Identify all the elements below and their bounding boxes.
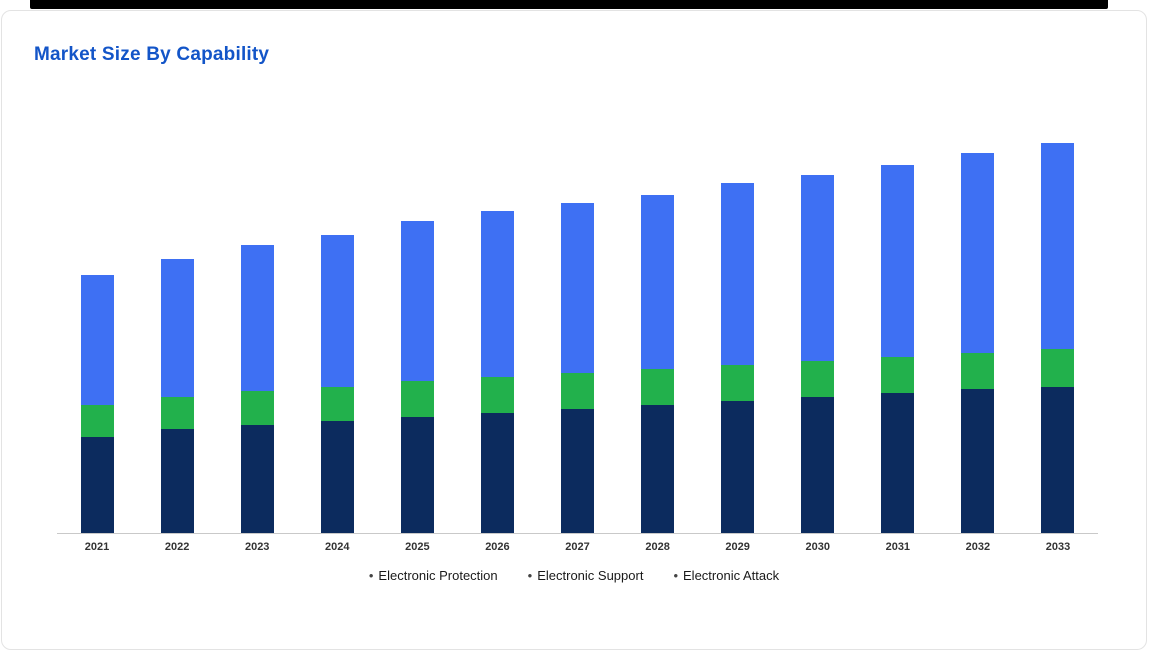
bar-segment-electronic-support[interactable] [400,381,434,417]
bar-column [297,134,377,533]
x-axis-label-2030: 2030 [805,541,830,553]
x-axis-label-2025: 2025 [405,541,430,553]
bar-column [217,134,297,533]
bar-segment-electronic-protection[interactable] [801,397,835,533]
bar-segment-electronic-attack[interactable] [320,235,354,387]
top-bar [30,0,1108,9]
stacked-bar-2030[interactable] [801,175,835,533]
bar-segment-electronic-protection[interactable] [1041,387,1075,533]
bar-column [457,134,537,533]
bar-segment-electronic-protection[interactable] [320,421,354,533]
stacked-bar-2021[interactable] [80,275,114,533]
bar-column [778,134,858,533]
bar-column [858,134,938,533]
bar-column [938,134,1018,533]
x-axis-label-2026: 2026 [485,541,510,553]
bar-segment-electronic-support[interactable] [561,373,594,409]
bar-segment-electronic-protection[interactable] [80,437,114,533]
bar-segment-electronic-attack[interactable] [160,259,194,397]
bar-segment-electronic-support[interactable] [721,365,755,401]
stacked-bar-2028[interactable] [641,195,675,533]
x-axis-label-2028: 2028 [645,541,670,553]
bar-segment-electronic-protection[interactable] [561,409,594,533]
chart: 2021 2022 2023 2024 2025 2026 2027 2028 2029 2030… [57,134,1098,553]
stacked-bar-2026[interactable] [480,211,514,533]
bar-segment-electronic-support[interactable] [80,405,114,437]
bar-segment-electronic-attack[interactable] [881,165,915,357]
stacked-bar-2022[interactable] [160,259,194,533]
bar-segment-electronic-protection[interactable] [641,405,675,533]
bar-segment-electronic-support[interactable] [641,369,675,405]
bar-segment-electronic-attack[interactable] [1041,143,1075,349]
bar-column [537,134,617,533]
bar-segment-electronic-protection[interactable] [881,393,915,533]
bar-segment-electronic-support[interactable] [1041,349,1075,387]
legend-bullet-icon: • [673,568,679,583]
x-axis-label-2032: 2032 [965,541,991,553]
stacked-bar-2024[interactable] [320,235,354,533]
bar-segment-electronic-support[interactable] [320,387,354,421]
bar-segment-electronic-attack[interactable] [641,195,675,369]
plot-area [57,134,1098,534]
x-axis-label-2029: 2029 [725,541,750,553]
legend-label: Electronic Protection [378,568,498,583]
stacked-bar-2027[interactable] [561,203,594,533]
bar-segment-electronic-support[interactable] [881,357,915,393]
stacked-bar-2025[interactable] [400,221,434,533]
bar-segment-electronic-attack[interactable] [480,211,514,377]
bar-column [618,134,698,533]
x-axis-label-2023: 2023 [244,541,270,553]
bar-segment-electronic-support[interactable] [240,391,274,425]
x-axis-labels: 2021 2022 2023 2024 2025 2026 2027 2028 2029 2030… [57,534,1098,553]
bar-segment-electronic-protection[interactable] [721,401,755,533]
legend-bullet-icon: • [527,568,533,583]
stacked-bar-2033[interactable] [1041,143,1075,533]
bar-segment-electronic-protection[interactable] [240,425,274,533]
bar-segment-electronic-attack[interactable] [721,183,755,365]
bar-segment-electronic-attack[interactable] [561,203,594,373]
x-axis-label-2022: 2022 [164,541,190,553]
legend-bullet-icon: • [368,568,374,583]
bar-segment-electronic-support[interactable] [801,361,835,397]
chart-title: Market Size By Capability [34,44,270,65]
legend-label: Electronic Support [537,568,644,583]
legend-item-electronic-protection[interactable]: • Electronic Protection [369,568,498,583]
legend: • Electronic Protection • Electronic Suppor… [2,568,1146,583]
stacked-bar-2031[interactable] [881,165,915,533]
bar-segment-electronic-attack[interactable] [801,175,835,361]
bar-column [1018,134,1098,533]
stacked-bar-2023[interactable] [240,245,274,533]
bar-segment-electronic-protection[interactable] [961,389,995,533]
legend-item-electronic-support[interactable]: • Electronic Support [528,568,644,583]
bar-segment-electronic-support[interactable] [961,353,995,389]
bar-segment-electronic-protection[interactable] [480,413,514,533]
bar-segment-electronic-attack[interactable] [961,153,995,353]
x-axis-label-2027: 2027 [565,541,590,553]
stacked-bar-2032[interactable] [961,153,995,533]
bar-column [377,134,457,533]
bar-column [137,134,217,533]
stacked-bar-2029[interactable] [721,183,755,533]
bar-column [57,134,137,533]
x-axis-label-2024: 2024 [325,541,350,553]
bar-segment-electronic-attack[interactable] [80,275,114,405]
bar-segment-electronic-attack[interactable] [240,245,274,391]
bar-segment-electronic-support[interactable] [480,377,514,413]
bar-segment-electronic-protection[interactable] [160,429,194,533]
bar-segment-electronic-protection[interactable] [400,417,434,533]
bar-segment-electronic-attack[interactable] [400,221,434,381]
legend-item-electronic-attack[interactable]: • Electronic Attack [673,568,779,583]
bar-segment-electronic-support[interactable] [160,397,194,429]
bar-column [698,134,778,533]
chart-card: Market Size By Capability 2021 2022 2023 20… [1,10,1147,650]
x-axis-label-2033: 2033 [1045,541,1071,553]
x-axis-label-2031: 2031 [885,541,911,553]
x-axis-label-2021: 2021 [84,541,110,553]
legend-label: Electronic Attack [683,568,780,583]
